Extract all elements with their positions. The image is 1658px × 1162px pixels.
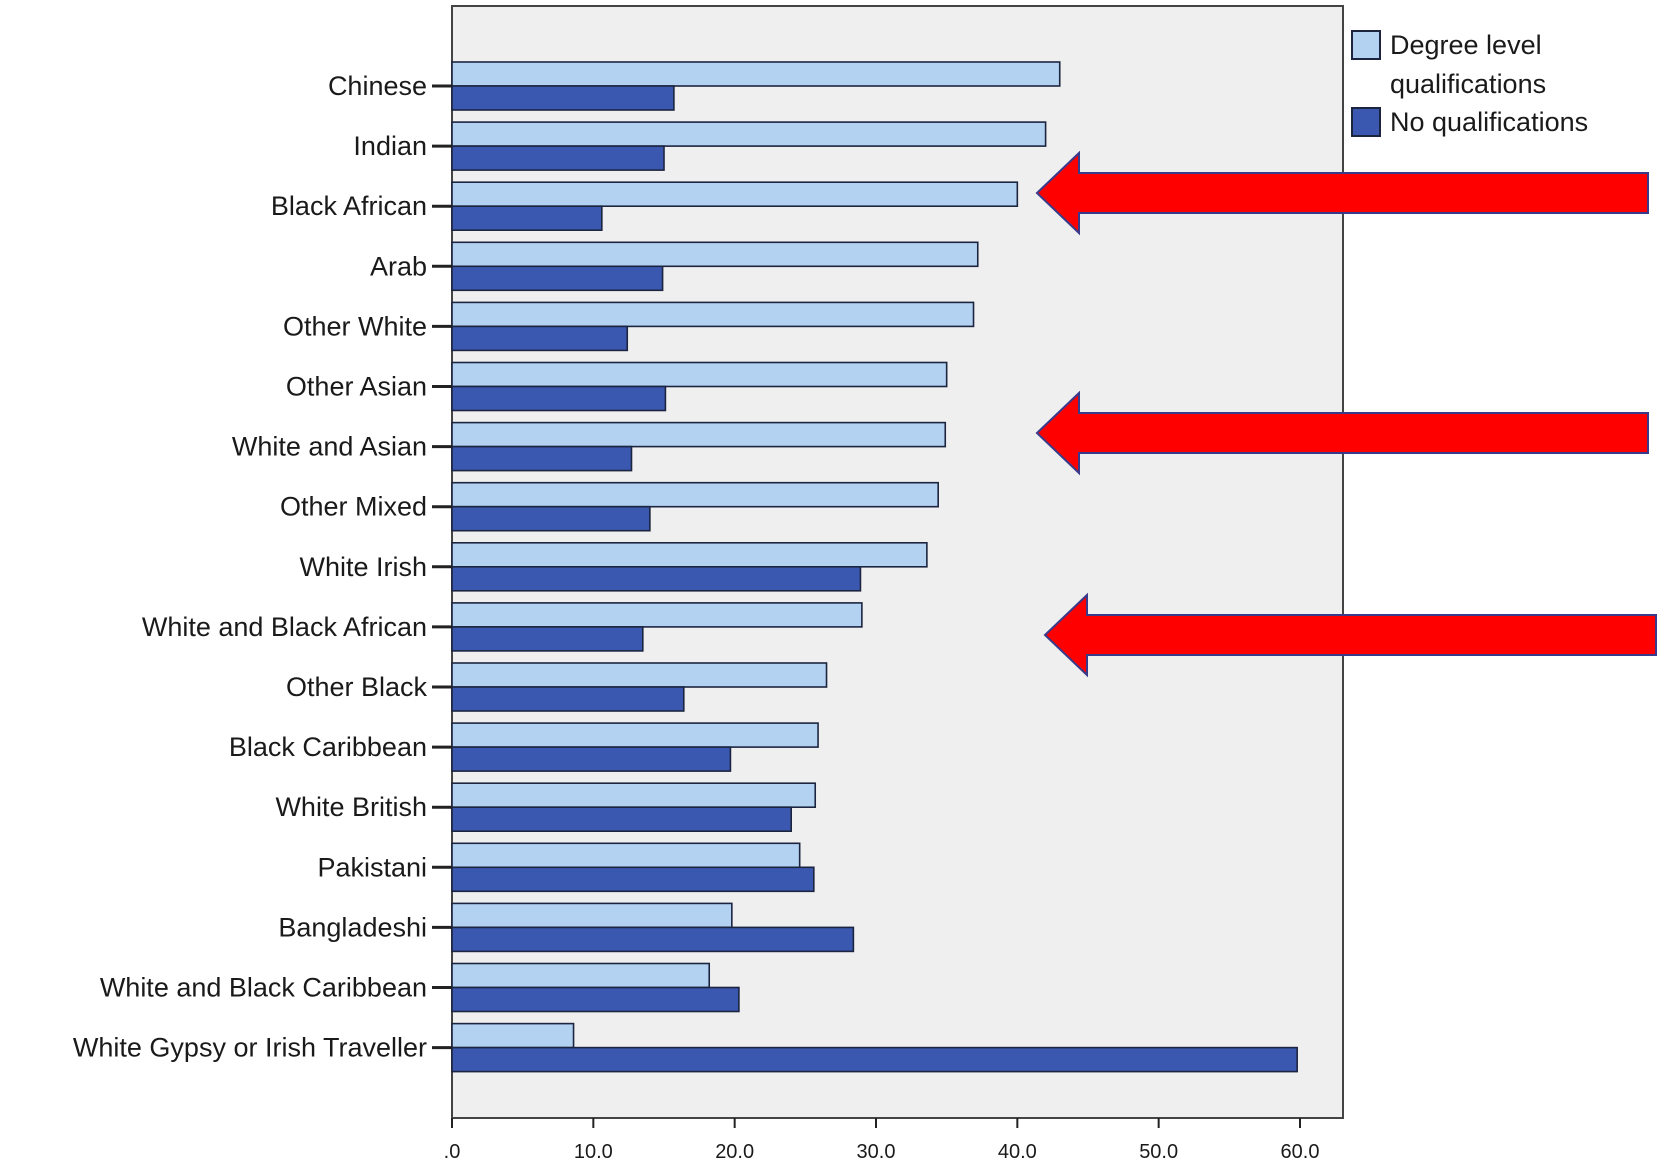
bar-degree-level — [451, 602, 863, 628]
bar-degree-level — [451, 962, 711, 989]
x-tick-label: 50.0 — [1139, 1141, 1178, 1162]
bar-degree-level — [451, 421, 947, 448]
bars — [451, 61, 1298, 1073]
bar-degree-level — [451, 121, 1047, 147]
legend-label-degree: Degree level qualifications — [1390, 30, 1546, 99]
bar-no-qualifications — [451, 445, 633, 472]
bar-no-qualifications — [451, 1046, 1298, 1073]
bar-no-qualifications — [451, 265, 664, 292]
legend-swatch-degree — [1351, 30, 1381, 60]
bar-no-qualifications — [451, 926, 855, 953]
bar-degree-level — [451, 301, 975, 328]
bar-no-qualifications — [451, 325, 629, 352]
bar-no-qualifications — [451, 85, 675, 111]
bar-no-qualifications — [451, 806, 793, 833]
bar-no-qualifications — [451, 205, 603, 231]
bar-degree-level — [451, 181, 1019, 207]
bar-no-qualifications — [451, 626, 644, 652]
bar-no-qualifications — [451, 145, 665, 171]
category-label: White and Black African — [142, 612, 427, 642]
x-tick-label: 20.0 — [715, 1141, 754, 1162]
category-label: Bangladeshi — [278, 912, 427, 942]
category-label: White British — [275, 792, 427, 822]
bar-degree-level — [451, 722, 819, 748]
bar-degree-level — [451, 902, 733, 929]
category-label: Other Asian — [286, 372, 427, 402]
bar-degree-level — [451, 1022, 575, 1049]
bar-no-qualifications — [451, 505, 651, 532]
bar-degree-level — [451, 361, 948, 388]
red-arrow-icon — [1035, 390, 1649, 476]
category-label: Other Mixed — [280, 492, 427, 522]
red-arrow-icon — [1035, 150, 1649, 236]
annotation-arrows — [1035, 150, 1657, 678]
legend-swatch-no-qualifications — [1351, 107, 1381, 137]
category-label: Black Caribbean — [229, 732, 427, 762]
category-label: Indian — [353, 131, 427, 161]
bar-no-qualifications — [451, 746, 732, 772]
bar-degree-level — [451, 662, 828, 688]
category-label: Pakistani — [317, 852, 427, 882]
category-label: White Gypsy or Irish Traveller — [73, 1033, 427, 1063]
x-tick-label: 40.0 — [998, 1141, 1037, 1162]
x-tick-label: .0 — [444, 1141, 461, 1162]
bar-no-qualifications — [451, 866, 815, 893]
bar-no-qualifications — [451, 986, 740, 1013]
category-label: Black African — [271, 191, 427, 221]
legend: Degree level qualifications No qualificati… — [1351, 30, 1588, 137]
x-axis: .0 10.0 20.0 30.0 40.0 50.0 60.0 — [444, 1117, 1343, 1162]
bar-no-qualifications — [451, 385, 667, 412]
bar-no-qualifications — [451, 686, 685, 712]
y-axis: Chinese Indian Black African Arab Other Whit… — [73, 71, 452, 1063]
x-tick-label: 10.0 — [574, 1141, 613, 1162]
category-label: White Irish — [299, 552, 427, 582]
x-tick-label: 30.0 — [857, 1141, 896, 1162]
category-label: White and Black Caribbean — [100, 973, 427, 1003]
bar-degree-level — [451, 541, 928, 568]
bar-degree-level — [451, 842, 801, 869]
category-label: Chinese — [328, 71, 427, 101]
category-label: Other Black — [286, 672, 428, 702]
bar-degree-level — [451, 61, 1061, 87]
category-label: Other White — [283, 311, 427, 341]
bar-degree-level — [451, 481, 939, 508]
category-label: White and Asian — [232, 432, 427, 462]
bar-degree-level — [451, 782, 817, 809]
category-label: Arab — [370, 251, 427, 281]
bar-no-qualifications — [451, 565, 862, 592]
x-tick-label: 60.0 — [1281, 1141, 1320, 1162]
red-arrow-icon — [1043, 592, 1657, 678]
legend-label-no-qualifications: No qualifications — [1390, 107, 1588, 137]
bar-degree-level — [451, 241, 979, 268]
